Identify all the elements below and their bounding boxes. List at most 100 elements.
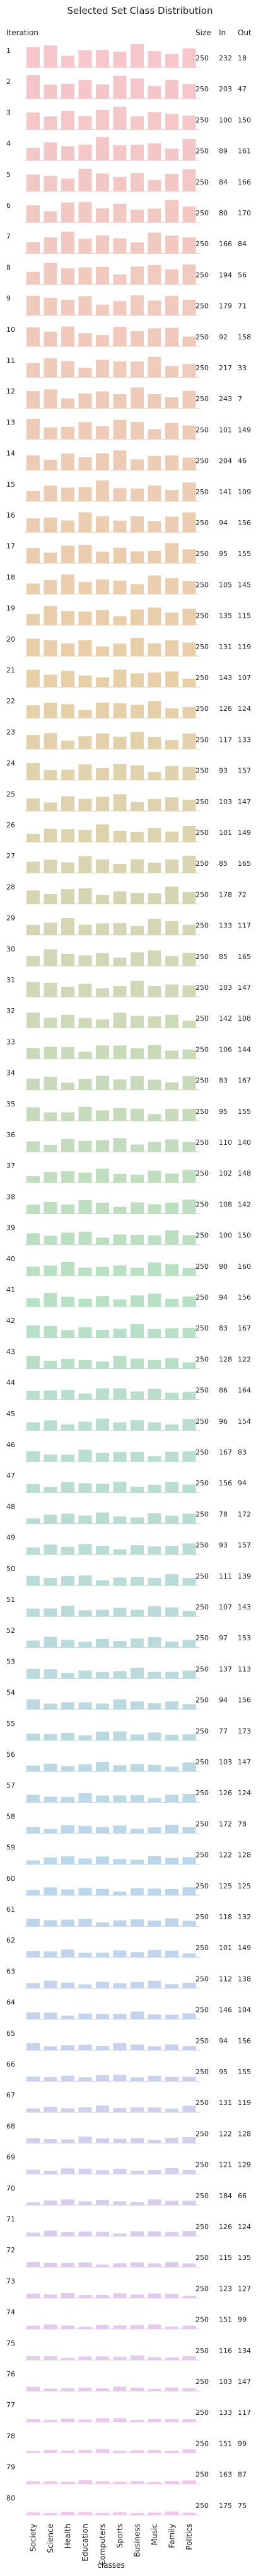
out-value: 18 xyxy=(238,54,247,62)
class-bar xyxy=(78,924,92,935)
class-bar xyxy=(78,50,92,68)
class-bar xyxy=(148,2170,161,2174)
out-value: 154 xyxy=(238,1417,251,1426)
class-bar xyxy=(165,2077,178,2082)
in-value: 122 xyxy=(219,1851,232,1859)
class-bar xyxy=(44,518,57,533)
class-bar xyxy=(165,2168,178,2174)
iteration-label: 34 xyxy=(6,1069,15,1077)
class-bar xyxy=(131,765,144,780)
class-bar xyxy=(148,1798,161,1803)
in-value: 95 xyxy=(219,2068,228,2076)
class-bar xyxy=(165,1328,178,1338)
class-bar xyxy=(44,485,57,501)
class-bar xyxy=(113,669,127,688)
size-value: 250 xyxy=(195,116,209,124)
class-bar xyxy=(182,264,196,285)
class-bar xyxy=(148,208,161,223)
class-bar xyxy=(26,798,40,811)
class-bar xyxy=(165,671,178,688)
size-value: 250 xyxy=(195,674,209,682)
in-value: 101 xyxy=(219,829,232,837)
out-value: 128 xyxy=(238,1851,251,1859)
class-bar xyxy=(182,549,196,564)
in-value: 131 xyxy=(219,643,232,651)
class-bar xyxy=(182,139,196,161)
iteration-label: 5 xyxy=(6,171,11,179)
class-bar xyxy=(26,2076,40,2082)
iteration-label: 25 xyxy=(6,790,15,798)
in-value: 101 xyxy=(219,426,232,434)
class-bar xyxy=(44,176,57,191)
class-bar xyxy=(78,856,92,873)
class-bar xyxy=(78,984,92,997)
class-bar xyxy=(131,459,144,470)
class-bar xyxy=(78,764,92,780)
class-bar xyxy=(148,2293,161,2298)
in-value: 131 xyxy=(219,2099,232,2107)
class-bar xyxy=(96,480,109,501)
class-bar xyxy=(26,2419,40,2422)
class-bar xyxy=(61,1455,74,1462)
class-bar xyxy=(26,1107,40,1121)
iteration-label: 27 xyxy=(6,852,15,860)
in-value: 204 xyxy=(219,457,232,465)
out-value: 99 xyxy=(238,2316,247,2324)
in-value: 85 xyxy=(219,953,228,961)
class-bar xyxy=(61,1171,74,1183)
class-bar xyxy=(148,919,161,935)
class-bar xyxy=(148,1888,161,1895)
in-value: 133 xyxy=(219,922,232,930)
x-tick-label: Science xyxy=(46,2524,55,2553)
class-bar xyxy=(26,763,40,780)
class-bar xyxy=(44,237,57,254)
class-bar xyxy=(26,2293,40,2298)
class-bar xyxy=(148,1359,161,1369)
class-bar xyxy=(78,296,92,315)
class-bar xyxy=(44,1637,57,1648)
class-bar xyxy=(131,2077,144,2082)
class-bar xyxy=(113,2169,127,2174)
class-bar xyxy=(113,1108,127,1121)
x-tick-label: Music xyxy=(150,2524,159,2545)
class-bar xyxy=(96,1045,109,1059)
in-value: 126 xyxy=(219,2223,232,2231)
class-bar xyxy=(26,956,40,966)
x-tick-label: Education xyxy=(81,2524,90,2562)
size-value: 250 xyxy=(195,953,209,961)
out-value: 161 xyxy=(238,147,251,156)
in-value: 103 xyxy=(219,2378,232,2386)
iteration-label: 45 xyxy=(6,1410,15,1418)
class-bar xyxy=(182,1983,196,1989)
class-bar xyxy=(96,2449,109,2453)
in-value: 95 xyxy=(219,550,228,558)
class-bar xyxy=(61,2450,74,2453)
class-bar xyxy=(78,2201,92,2205)
size-value: 250 xyxy=(195,1200,209,1208)
class-bar xyxy=(131,2107,144,2113)
class-bar xyxy=(61,1082,74,1090)
out-value: 145 xyxy=(238,581,251,589)
class-bar xyxy=(165,2293,178,2298)
class-bar xyxy=(131,1764,144,1772)
class-bar xyxy=(26,1451,40,1462)
out-value: 156 xyxy=(238,1293,251,1302)
class-bar xyxy=(113,76,127,99)
class-bar xyxy=(96,1110,109,1121)
class-bar xyxy=(182,1049,196,1059)
class-bar xyxy=(44,1361,57,1369)
class-bar xyxy=(78,2387,92,2392)
class-bar xyxy=(96,1361,109,1369)
class-bar xyxy=(113,1451,127,1462)
class-bar xyxy=(113,891,127,904)
class-bar xyxy=(113,864,127,873)
class-bar xyxy=(131,732,144,749)
class-bar xyxy=(182,1953,196,1958)
in-value: 184 xyxy=(219,2192,232,2200)
class-bar xyxy=(44,1171,57,1183)
class-bar xyxy=(26,1919,40,1927)
out-value: 147 xyxy=(238,798,251,806)
class-bar xyxy=(131,1268,144,1276)
class-bar xyxy=(148,1546,161,1555)
size-value: 250 xyxy=(195,1541,209,1550)
